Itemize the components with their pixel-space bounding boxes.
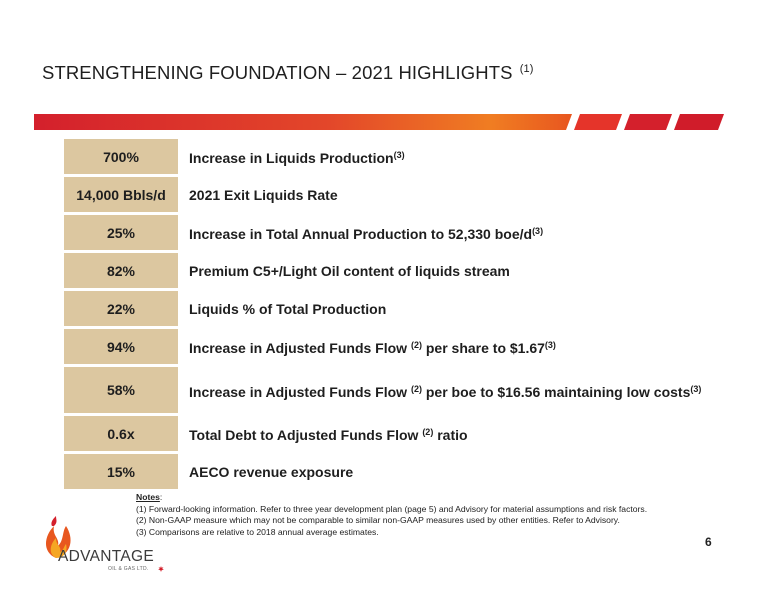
- highlight-value: 58%: [64, 365, 186, 416]
- highlight-text: 2021 Exit Liquids Rate: [182, 175, 704, 215]
- highlight-row: 14,000 Bbls/d 2021 Exit Liquids Rate: [64, 175, 704, 215]
- notes-heading: Notes: [136, 492, 160, 502]
- highlight-text: Increase in Liquids Production(3): [182, 139, 704, 177]
- footnote-item: (2) Non-GAAP measure which may not be co…: [136, 515, 620, 526]
- highlight-row: 58% Increase in Adjusted Funds Flow (2) …: [64, 365, 704, 416]
- highlight-text: Premium C5+/Light Oil content of liquids…: [182, 251, 704, 291]
- title-footnote: (1): [519, 63, 534, 75]
- highlight-text: Increase in Total Annual Production to 5…: [182, 213, 704, 253]
- highlight-row: 94% Increase in Adjusted Funds Flow (2) …: [64, 327, 704, 367]
- highlight-row: 0.6x Total Debt to Adjusted Funds Flow (…: [64, 414, 704, 454]
- highlight-value: 25%: [64, 213, 186, 253]
- footnotes: Notes: (1) Forward-looking information. …: [136, 492, 696, 538]
- highlight-row: 700% Increase in Liquids Production(3): [64, 139, 704, 177]
- maple-leaf-icon: [158, 566, 164, 572]
- footnote-item: (1) Forward-looking information. Refer t…: [136, 503, 648, 514]
- footnote-item: (3) Comparisons are relative to 2018 ann…: [136, 526, 379, 537]
- logo-subtitle: OIL & GAS LTD.: [108, 566, 149, 572]
- company-logo: ADVANTAGE OIL & GAS LTD.: [38, 516, 178, 576]
- highlight-text: Increase in Adjusted Funds Flow (2) per …: [182, 365, 704, 416]
- highlight-value: 15%: [64, 452, 186, 492]
- highlight-text: Increase in Adjusted Funds Flow (2) per …: [182, 327, 704, 367]
- highlight-row: 82% Premium C5+/Light Oil content of liq…: [64, 251, 704, 291]
- highlight-text: Liquids % of Total Production: [182, 289, 704, 329]
- highlight-value: 94%: [64, 327, 186, 367]
- highlight-text: Total Debt to Adjusted Funds Flow (2) ra…: [182, 414, 704, 454]
- highlight-row: 25% Increase in Total Annual Production …: [64, 213, 704, 253]
- highlight-value: 14,000 Bbls/d: [64, 175, 186, 215]
- highlight-row: 22% Liquids % of Total Production: [64, 289, 704, 329]
- highlight-value: 0.6x: [64, 414, 186, 454]
- highlight-value: 22%: [64, 289, 186, 329]
- highlight-text: AECO revenue exposure: [182, 452, 704, 492]
- page-number: 6: [705, 535, 712, 549]
- logo-name: ADVANTAGE: [58, 548, 155, 565]
- highlights-table: 700% Increase in Liquids Production(3) 1…: [64, 139, 704, 492]
- highlight-row: 15% AECO revenue exposure: [64, 452, 704, 492]
- slide-title: STRENGTHENING FOUNDATION – 2021 HIGHLIGH…: [42, 62, 534, 83]
- highlight-value: 82%: [64, 251, 186, 291]
- flame-icon: [46, 516, 71, 558]
- accent-bar: [34, 114, 724, 130]
- highlight-value: 700%: [64, 139, 186, 177]
